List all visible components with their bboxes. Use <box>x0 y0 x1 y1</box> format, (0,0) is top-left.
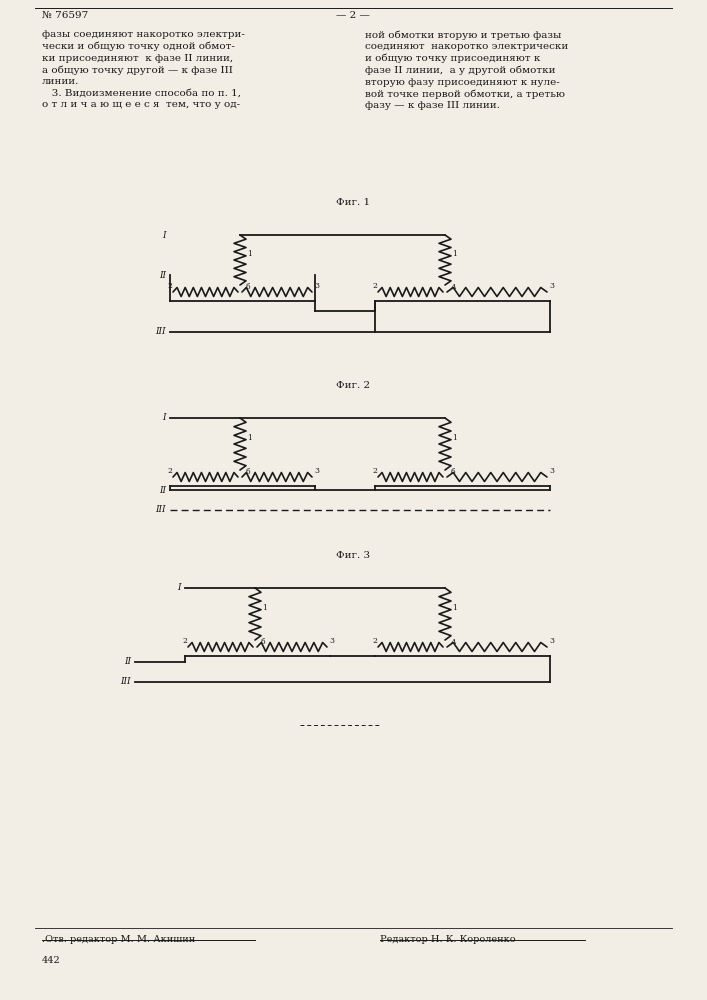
Text: б: б <box>246 468 250 476</box>
Text: 3: 3 <box>314 467 319 475</box>
Text: 1: 1 <box>452 604 457 612</box>
Text: 1: 1 <box>247 250 252 258</box>
Text: фазы соединяют накоротко электри-
чески и общую точку одной обмот-
ки присоединя: фазы соединяют накоротко электри- чески … <box>42 30 245 109</box>
Text: I: I <box>163 231 166 239</box>
Text: б: б <box>246 283 250 291</box>
Text: III: III <box>120 678 131 686</box>
Text: 2: 2 <box>372 282 377 290</box>
Text: II: II <box>124 658 131 666</box>
Text: 2: 2 <box>167 467 172 475</box>
Text: Фиг. 3: Фиг. 3 <box>336 551 370 560</box>
Text: 442: 442 <box>42 956 61 965</box>
Text: Редактор Н. К. Короленко: Редактор Н. К. Короленко <box>380 935 515 944</box>
Text: .Отв. редактор М. М. Акишин: .Отв. редактор М. М. Акишин <box>42 935 195 944</box>
Text: 1: 1 <box>247 434 252 442</box>
Text: 2: 2 <box>182 637 187 645</box>
Text: 3: 3 <box>314 282 319 290</box>
Text: 2: 2 <box>372 637 377 645</box>
Text: A: A <box>451 283 457 291</box>
Text: — 2 —: — 2 — <box>336 11 370 20</box>
Text: б: б <box>451 468 455 476</box>
Text: II: II <box>159 270 166 279</box>
Text: 1: 1 <box>452 434 457 442</box>
Text: I: I <box>163 414 166 422</box>
Text: № 76597: № 76597 <box>42 11 88 20</box>
Text: 2: 2 <box>167 282 172 290</box>
Text: A: A <box>451 638 457 646</box>
Text: б: б <box>261 638 266 646</box>
Text: 3: 3 <box>549 637 554 645</box>
Text: Фиг. 2: Фиг. 2 <box>336 381 370 390</box>
Text: I: I <box>177 584 181 592</box>
Text: 3: 3 <box>549 467 554 475</box>
Text: 1: 1 <box>452 250 457 258</box>
Text: ной обмотки вторую и третью фазы
соединяют  накоротко электрически
и общую точку: ной обмотки вторую и третью фазы соединя… <box>365 30 568 110</box>
Text: 3: 3 <box>329 637 334 645</box>
Text: Фиг. 1: Фиг. 1 <box>336 198 370 207</box>
Text: III: III <box>156 505 166 514</box>
Text: 2: 2 <box>372 467 377 475</box>
Text: 1: 1 <box>262 604 267 612</box>
Text: II: II <box>159 486 166 495</box>
Text: III: III <box>156 328 166 336</box>
Text: 3: 3 <box>549 282 554 290</box>
